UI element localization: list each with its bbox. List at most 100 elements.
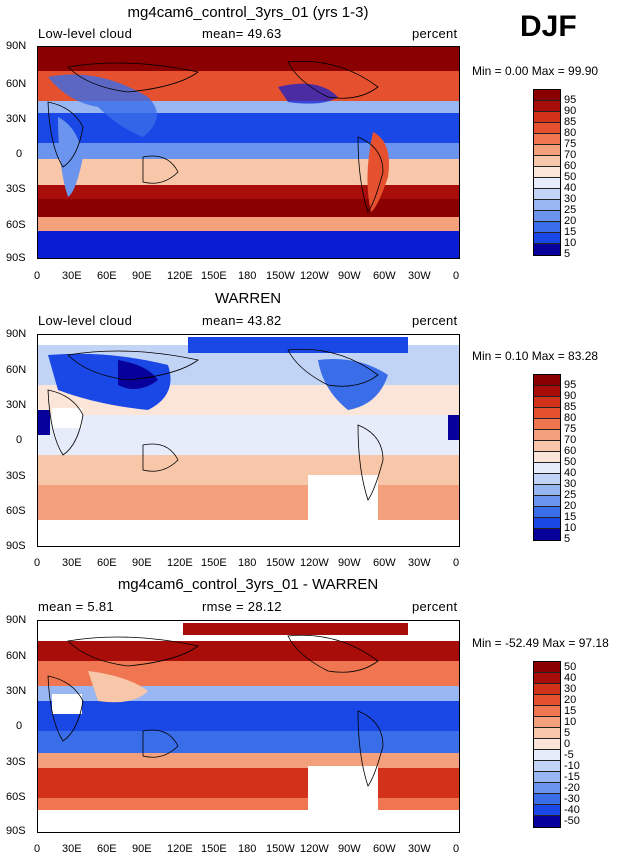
panel1-lat-tick: 60N xyxy=(6,78,27,90)
panel3-lon-tick: 60E xyxy=(97,843,117,855)
panel3-cbar-label: 20 xyxy=(564,694,577,706)
panel3-lon-tick: 30W xyxy=(408,843,431,855)
panel2-cbar-label: 60 xyxy=(564,445,577,457)
panel2-mean-label: mean= 43.82 xyxy=(202,313,282,328)
panel2-lat-tick: 30N xyxy=(6,399,27,411)
panel1-map xyxy=(37,46,460,259)
season-label: DJF xyxy=(520,10,577,43)
panel1-lon-tick: 60E xyxy=(97,270,117,282)
panel2-cbar-label: 20 xyxy=(564,500,577,512)
panel1-lat-tick: 90N xyxy=(6,40,27,52)
panel3-cbar-label: 30 xyxy=(564,683,577,695)
panel1-lat-tick: 30N xyxy=(6,113,27,125)
panel3-cbar-label: -50 xyxy=(564,815,580,827)
panel2-lon-tick: 60W xyxy=(373,557,396,569)
panel1-lon-tick: 0 xyxy=(34,270,41,282)
panel1-lon-tick: 60W xyxy=(373,270,396,282)
panel3-rmse-label: rmse = 28.12 xyxy=(202,599,282,614)
panel3-cbar-label: 40 xyxy=(564,672,577,684)
panel3-title: mg4cam6_control_3yrs_01 - WARREN xyxy=(117,576,379,593)
panel2-colorbar xyxy=(533,374,561,541)
panel1-cbar-label: 40 xyxy=(564,182,577,194)
panel3-cbar-label: 10 xyxy=(564,716,577,728)
panel3-lon-tick: 0 xyxy=(34,843,41,855)
panel1-cbar-label: 90 xyxy=(564,105,577,117)
panel1-colorbar xyxy=(533,89,561,256)
panel1-lon-tick: 180 xyxy=(238,270,257,282)
panel3-units-label: percent xyxy=(412,599,458,614)
panel3-lat-tick: 90S xyxy=(6,825,26,837)
panel2-lon-tick: 120W xyxy=(300,557,329,569)
panel3-cbar-label: -10 xyxy=(564,760,580,772)
panel2-units-label: percent xyxy=(412,313,458,328)
panel1-cbar-label: 75 xyxy=(564,138,577,150)
panel1-lat-tick: 30S xyxy=(6,183,26,195)
panel3-cbar-label: -40 xyxy=(564,804,580,816)
panel3-lat-tick: 30S xyxy=(6,756,26,768)
panel1-cbar-label: 95 xyxy=(564,94,577,106)
panel1-lon-tick: 150W xyxy=(266,270,295,282)
panel1-units-label: percent xyxy=(412,26,458,41)
panel2-lon-tick: 150W xyxy=(266,557,295,569)
panel1-cbar-label: 85 xyxy=(564,116,577,128)
panel1-cbar-label: 70 xyxy=(564,149,577,161)
panel3-lat-tick: 0 xyxy=(16,720,23,732)
panel1-lon-tick: 90W xyxy=(338,270,361,282)
panel1-cbar-label: 60 xyxy=(564,160,577,172)
panel1-lon-tick: 0 xyxy=(453,270,460,282)
panel3-lon-tick: 150E xyxy=(201,843,227,855)
panel2-cbar-label: 50 xyxy=(564,456,577,468)
panel3-lon-tick: 0 xyxy=(453,843,460,855)
panel3-cbar-label: -15 xyxy=(564,771,580,783)
panel3-cbar-label: 50 xyxy=(564,661,577,673)
panel3-lat-tick: 60N xyxy=(6,650,27,662)
panel2-cbar-label: 85 xyxy=(564,401,577,413)
panel3-lat-tick: 30N xyxy=(6,685,27,697)
panel3-colorbar xyxy=(533,661,561,828)
panel2-cbar-label: 80 xyxy=(564,412,577,424)
panel2-lat-tick: 90S xyxy=(6,540,26,552)
panel1-mean-label: mean= 49.63 xyxy=(202,26,282,41)
panel1-cbar-label: 5 xyxy=(564,248,571,260)
panel3-cbar-label: -20 xyxy=(564,782,580,794)
panel3-lat-tick: 90N xyxy=(6,614,27,626)
panel1-title: mg4cam6_control_3yrs_01 (yrs 1-3) xyxy=(127,4,369,21)
panel3-lon-tick: 120W xyxy=(300,843,329,855)
panel1-cbar-label: 25 xyxy=(564,204,577,216)
panel1-lon-tick: 30E xyxy=(62,270,82,282)
panel1-lat-tick: 90S xyxy=(6,252,26,264)
panel3-cbar-label: -5 xyxy=(564,749,574,761)
panel1-minmax: Min = 0.00 Max = 99.90 xyxy=(472,64,599,78)
panel2-cbar-label: 70 xyxy=(564,434,577,446)
panel2-lon-tick: 150E xyxy=(201,557,227,569)
panel2-map xyxy=(37,334,460,547)
panel1-cbar-label: 30 xyxy=(564,193,577,205)
panel3-map xyxy=(37,620,460,833)
panel3-lat-tick: 60S xyxy=(6,791,26,803)
panel3-lon-tick: 90W xyxy=(338,843,361,855)
panel1-lon-tick: 150E xyxy=(201,270,227,282)
panel2-lon-tick: 90E xyxy=(132,557,152,569)
panel2-cbar-label: 90 xyxy=(564,390,577,402)
panel2-left-label: Low-level cloud xyxy=(38,313,133,328)
panel2-lon-tick: 180 xyxy=(238,557,257,569)
panel2-cbar-label: 75 xyxy=(564,423,577,435)
panel2-cbar-label: 40 xyxy=(564,467,577,479)
panel3-mean-label: mean = 5.81 xyxy=(38,599,114,614)
panel1-cbar-label: 10 xyxy=(564,237,577,249)
panel2-cbar-label: 15 xyxy=(564,511,577,523)
panel1-left-label: Low-level cloud xyxy=(38,26,133,41)
panel2-lon-tick: 90W xyxy=(338,557,361,569)
panel2-lon-tick: 30E xyxy=(62,557,82,569)
panel3-lon-tick: 90E xyxy=(132,843,152,855)
panel3-lon-tick: 150W xyxy=(266,843,295,855)
panel2-lon-tick: 120E xyxy=(167,557,193,569)
panel2-lat-tick: 0 xyxy=(16,434,23,446)
panel2-cbar-label: 5 xyxy=(564,533,571,545)
panel1-lon-tick: 90E xyxy=(132,270,152,282)
panel1-lon-tick: 120E xyxy=(167,270,193,282)
panel2-lat-tick: 30S xyxy=(6,470,26,482)
panel2-lon-tick: 0 xyxy=(34,557,41,569)
panel2-cbar-label: 10 xyxy=(564,522,577,534)
panel1-cbar-label: 50 xyxy=(564,171,577,183)
